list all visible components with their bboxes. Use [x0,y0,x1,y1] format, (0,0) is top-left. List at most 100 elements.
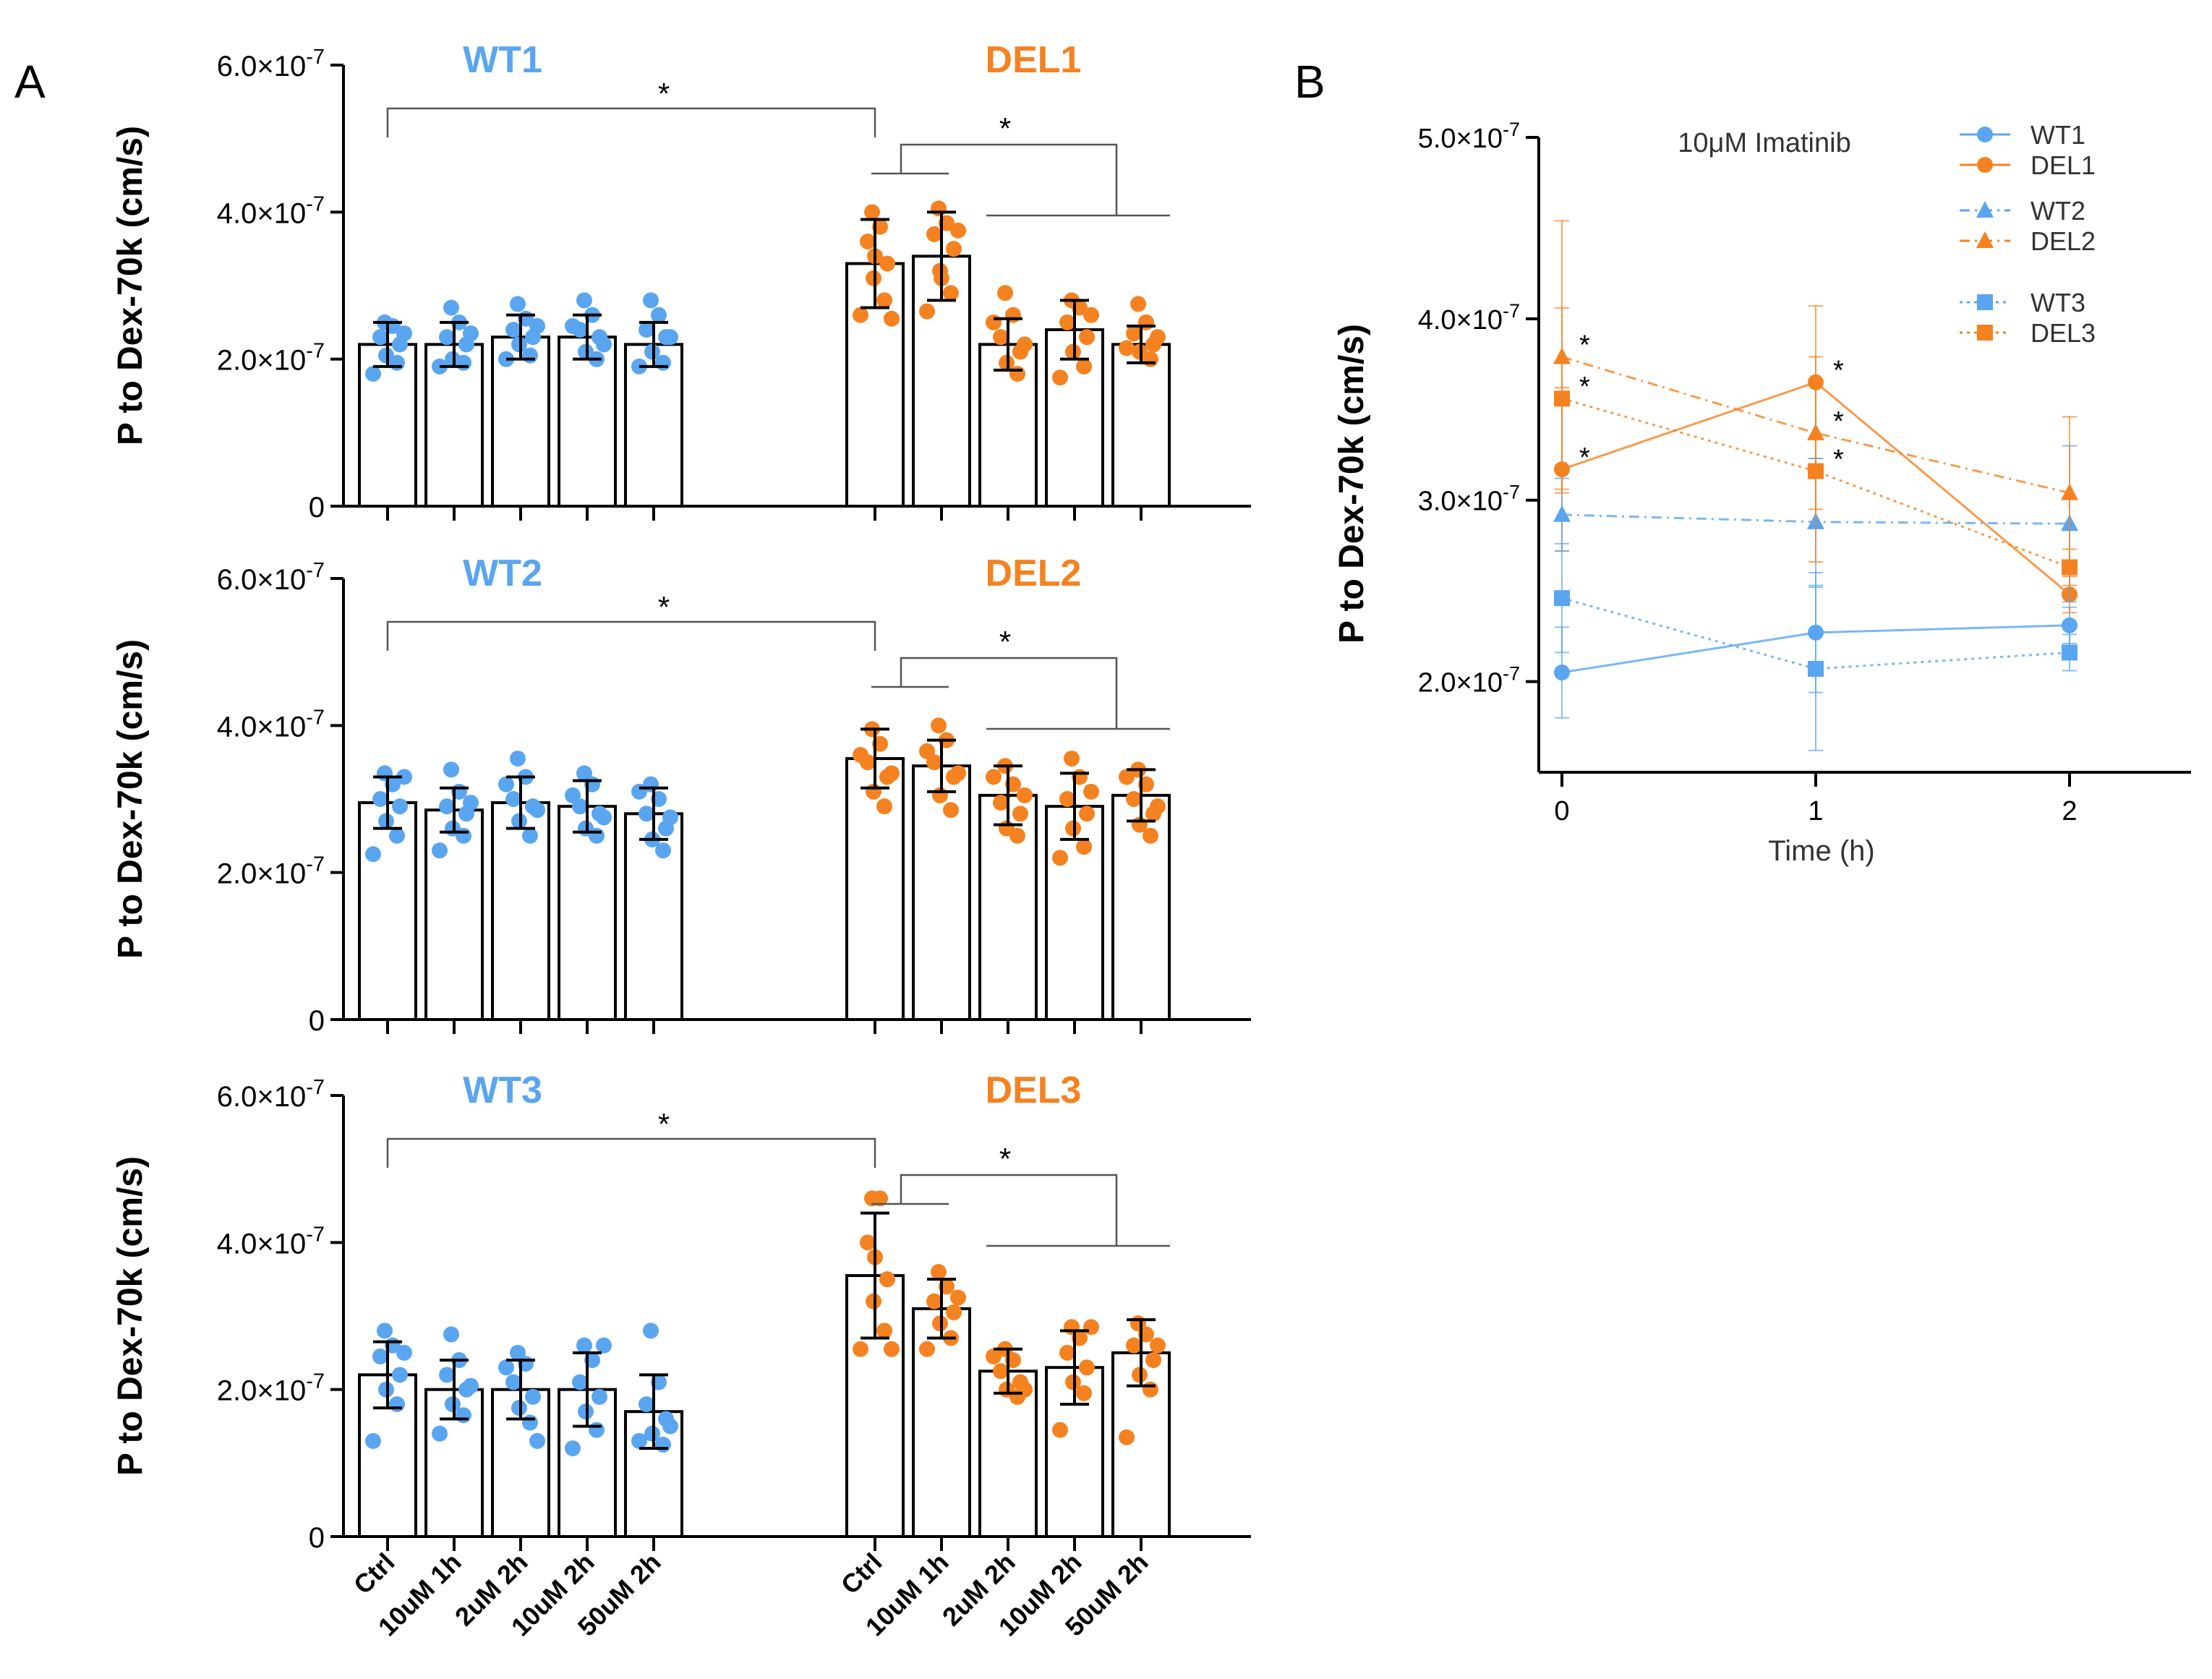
y-tick-label: 2.0×10-7 [217,340,325,377]
data-point [986,769,1002,785]
data-point [655,354,671,371]
x-tick-label: Ctrl [835,1547,888,1600]
y-axis-label: P to Dex-70k (cm/s) [111,1156,150,1476]
y-tick-label: 2.0×10-7 [217,1370,325,1407]
data-point [1150,1337,1166,1354]
series-marker [1808,661,1824,678]
legend-marker [1976,231,1994,248]
data-point [592,1388,607,1405]
data-point [522,1414,538,1431]
data-point [1143,351,1158,367]
bar-panel-3: 0 2.0×10-7 4.0×10-7 6.0×10-7 P to Dex-70k (c… [111,1069,1251,1554]
data-point [439,1367,455,1383]
data-point [1150,329,1166,346]
series-marker [2062,644,2078,661]
significance-star: * [999,111,1011,145]
data-point [1052,369,1068,386]
bar-del3-1 [912,1307,971,1539]
data-point [639,806,654,822]
data-point [1119,340,1135,356]
bar-del1-4 [1111,343,1171,508]
significance-star: * [999,1142,1011,1176]
data-point [389,354,405,371]
data-point [853,1341,868,1357]
data-point [372,329,388,346]
y-tick-label: 6.0×10-7 [217,46,325,82]
group-title-del3: DEL3 [986,1069,1082,1111]
y-tick-label: 6.0×10-7 [217,559,325,596]
data-point [919,1341,935,1357]
data-point [1083,783,1099,800]
significance-bracket-wt-vs-del [386,1137,876,1168]
data-point [589,1422,605,1438]
data-point [1017,336,1033,353]
data-point [864,204,880,221]
bar-del2-4 [1111,793,1171,1021]
significance-star: * [658,1107,670,1141]
legend-marker [1977,157,1993,173]
legend-marker [1977,325,1993,341]
significance-star: * [658,590,670,624]
data-point [986,314,1002,330]
data-point [853,747,868,763]
series-marker [1553,505,1571,522]
bar-wt2-2 [491,801,550,1022]
data-point [1076,839,1092,855]
series-marker [2062,559,2078,576]
data-point [1119,1429,1135,1445]
data-point [432,1425,448,1442]
y-tick-label: 0 [309,1005,325,1037]
significance-bracket-del-treatment [900,143,1118,174]
series-marker [1554,590,1570,607]
data-point [365,846,381,863]
data-point [986,1348,1002,1364]
y-axis-label: P to Dex-70k (cm/s) [111,639,150,959]
data-point [498,776,514,792]
data-point [993,1363,1009,1380]
data-point [572,1374,588,1390]
data-point [392,798,408,815]
data-point [432,842,448,859]
data-point [522,827,538,844]
data-point [853,307,868,323]
data-point [1126,791,1142,807]
data-point [463,325,479,342]
data-point [1145,1352,1161,1368]
data-point [639,1396,654,1412]
data-point [1059,791,1075,807]
data-point [365,1432,381,1449]
y-tick-label: 4.0×10-7 [217,192,325,229]
data-point [439,798,455,815]
data-point [993,795,1009,811]
bar-del3-2 [978,1370,1038,1538]
data-point [565,787,581,803]
significance-star: * [1579,330,1590,361]
data-point [1126,325,1142,342]
data-point [943,285,959,302]
data-point [1126,1337,1142,1354]
data-point [529,317,545,334]
data-point [872,1190,888,1207]
data-point [505,322,521,338]
data-point [525,1388,541,1405]
data-point [510,296,526,312]
data-point [443,761,459,778]
bar-wt2-1 [424,808,484,1021]
data-point [993,329,1009,346]
data-point [1059,1344,1075,1361]
data-point [365,366,381,382]
data-point [1079,1359,1095,1376]
data-point [662,1418,678,1435]
data-point [1076,1385,1092,1401]
data-point [662,329,678,346]
data-point [884,310,900,327]
data-point [931,200,947,217]
data-point [1017,1381,1033,1398]
series-marker [1808,463,1824,479]
y-tick-label: 0 [309,1522,325,1554]
data-point [596,1337,612,1354]
data-point [950,765,966,782]
line-panel: 2.0×10-7 3.0×10-7 4.0×10-7 5.0×10-7 0 1 2 Time … [1333,119,2191,867]
line-y-tick-label: 4.0×10-7 [1418,300,1520,336]
data-point [1052,850,1068,866]
